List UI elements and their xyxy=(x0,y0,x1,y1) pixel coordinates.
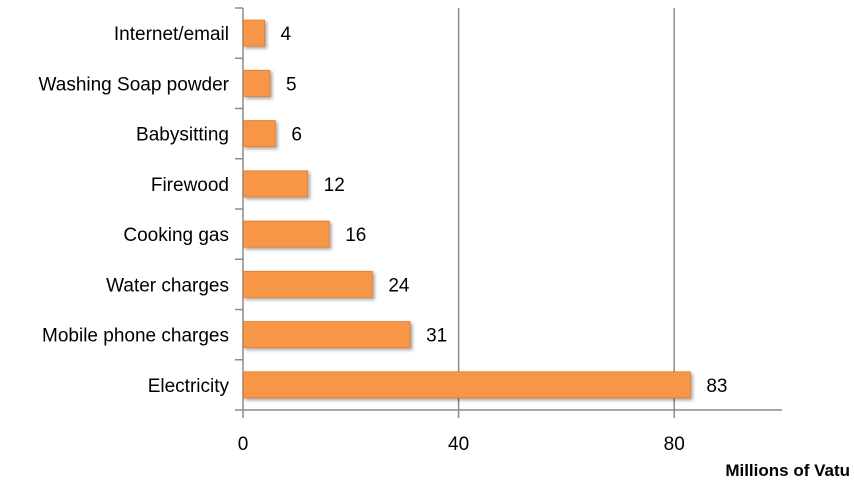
bar-0 xyxy=(243,19,265,47)
value-label-0: 4 xyxy=(281,24,292,45)
bar-3 xyxy=(243,170,309,198)
x-tick-label-0: 0 xyxy=(238,434,249,455)
x-tick-label-2: 80 xyxy=(664,434,685,455)
value-label-5: 24 xyxy=(388,275,410,296)
value-label-7: 83 xyxy=(706,376,727,397)
bar-6 xyxy=(243,321,411,349)
bar-2 xyxy=(243,120,276,148)
bar-7 xyxy=(243,371,691,399)
category-label-2: Babysitting xyxy=(136,125,229,146)
bars xyxy=(243,19,691,399)
bar-1 xyxy=(243,69,271,97)
category-label-3: Firewood xyxy=(151,175,229,196)
value-label-6: 31 xyxy=(426,326,447,347)
labels: 0 40 80 Internet/email 4 Washing Soap powder 5… xyxy=(39,24,728,455)
category-label-7: Electricity xyxy=(148,376,230,397)
category-label-0: Internet/email xyxy=(114,24,229,45)
value-label-2: 6 xyxy=(291,125,302,146)
axes xyxy=(235,7,782,418)
category-label-1: Washing Soap powder xyxy=(39,74,230,95)
value-label-1: 5 xyxy=(286,74,297,95)
value-label-4: 16 xyxy=(345,225,366,246)
value-label-3: 12 xyxy=(324,175,345,196)
x-tick-label-1: 40 xyxy=(448,434,469,455)
category-label-6: Mobile phone charges xyxy=(42,326,229,347)
grid-lines xyxy=(457,8,675,410)
bar-5 xyxy=(243,270,373,298)
x-axis-title: Millions of Vatu xyxy=(725,461,850,480)
bar-4 xyxy=(243,220,330,248)
category-label-5: Water charges xyxy=(106,275,229,296)
category-label-4: Cooking gas xyxy=(123,225,229,246)
